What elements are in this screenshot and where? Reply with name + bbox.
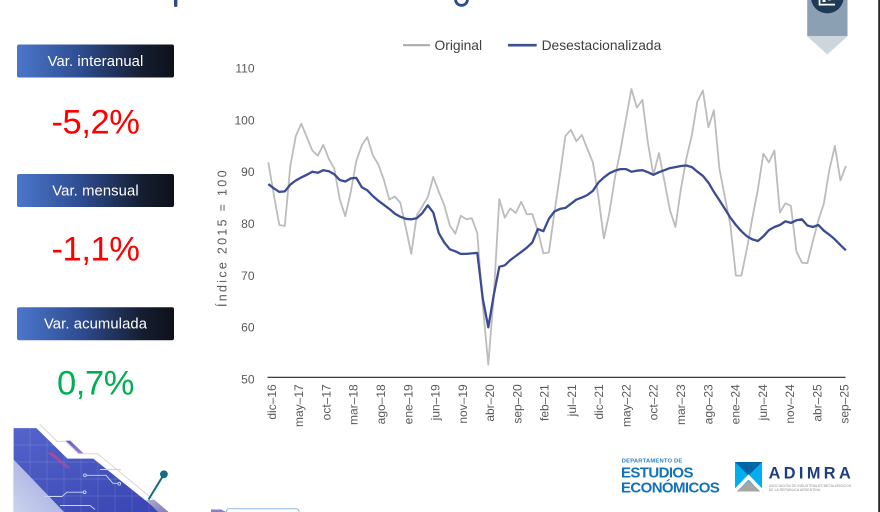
svg-text:Var. mensual: Var. mensual <box>52 183 138 199</box>
svg-text:70: 70 <box>241 269 255 283</box>
svg-text:0,7%: 0,7% <box>57 364 134 402</box>
svg-text:mar–18: mar–18 <box>347 384 361 425</box>
svg-text:may–17: may–17 <box>292 384 306 427</box>
svg-text:sep–25: sep–25 <box>838 384 852 424</box>
svg-text:ene–24: ene–24 <box>729 384 743 424</box>
svg-text:jun–24: jun–24 <box>756 384 770 421</box>
svg-text:dic–16: dic–16 <box>265 384 279 420</box>
svg-text:nov–24: nov–24 <box>783 384 797 424</box>
svg-text:abr–20: abr–20 <box>483 384 497 422</box>
svg-text:DEPARTAMENTO DE: DEPARTAMENTO DE <box>622 459 683 465</box>
svg-text:-5,2%: -5,2% <box>51 104 139 142</box>
svg-text:Var. acumulada: Var. acumulada <box>44 317 148 333</box>
svg-text:Desestacionalizada: Desestacionalizada <box>542 38 662 53</box>
svg-text:ADIMRA: ADIMRA <box>769 465 855 483</box>
svg-text:60: 60 <box>241 321 255 335</box>
svg-text:ESTUDIOS: ESTUDIOS <box>621 465 693 482</box>
svg-text:may–22: may–22 <box>620 384 634 427</box>
svg-text:ECONÓMICOS: ECONÓMICOS <box>621 479 720 497</box>
svg-text:ago–18: ago–18 <box>374 384 388 424</box>
svg-text:sep–20: sep–20 <box>510 384 524 424</box>
svg-text:110: 110 <box>235 62 254 76</box>
svg-text:oct–17: oct–17 <box>319 384 333 420</box>
svg-text:jul–21: jul–21 <box>565 384 579 417</box>
svg-text:mar–23: mar–23 <box>674 384 688 425</box>
svg-text:-1,1%: -1,1% <box>51 231 139 269</box>
svg-text:80: 80 <box>241 217 255 231</box>
svg-text:ASOCIACIÓN DE INDUSTRIALES MET: ASOCIACIÓN DE INDUSTRIALES METALÚRGICOS <box>769 483 852 488</box>
svg-text:Var. interanual: Var. interanual <box>48 54 144 70</box>
svg-text:90: 90 <box>241 165 255 179</box>
svg-text:ene–19: ene–19 <box>401 384 415 424</box>
svg-text:nov–19: nov–19 <box>456 384 470 424</box>
svg-text:100: 100 <box>234 113 254 127</box>
svg-text:dic–21: dic–21 <box>592 384 606 420</box>
svg-text:jun–19: jun–19 <box>429 384 443 421</box>
svg-text:50: 50 <box>241 372 255 386</box>
svg-text:DE LA REPÚBLICA ARGENTINA: DE LA REPÚBLICA ARGENTINA <box>769 487 821 492</box>
svg-text:abr–25: abr–25 <box>810 384 824 422</box>
svg-text:oct–22: oct–22 <box>647 384 661 420</box>
svg-text:feb–21: feb–21 <box>538 384 552 421</box>
svg-text:ago–23: ago–23 <box>701 384 715 424</box>
svg-text:Índice 2015 = 100: Índice 2015 = 100 <box>215 168 230 307</box>
svg-text:Original: Original <box>435 38 483 53</box>
